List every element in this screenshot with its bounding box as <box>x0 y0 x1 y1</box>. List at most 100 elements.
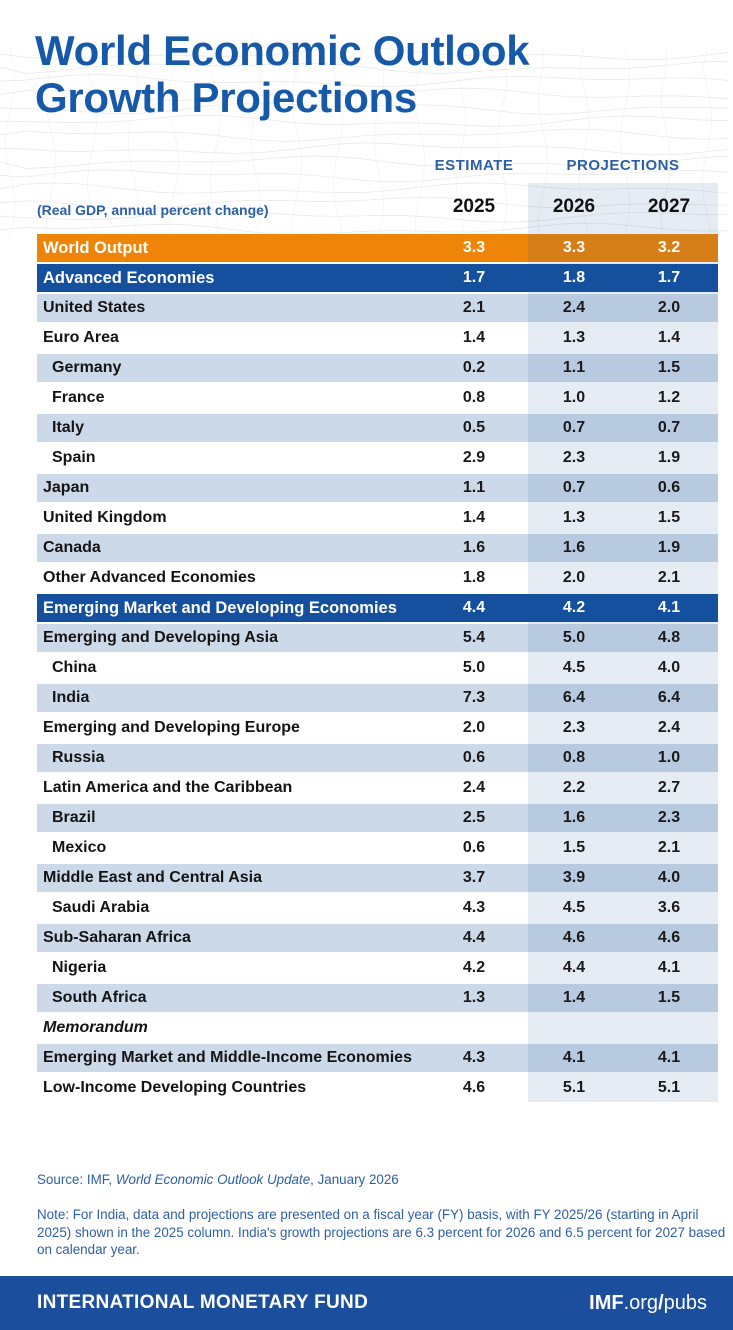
value-cell: 2.7 <box>657 779 681 796</box>
imf-website-link: IMF.org/pubs <box>589 1292 707 1315</box>
value-cell: 2.0 <box>657 299 681 316</box>
year-2025-header: 2025 <box>452 196 496 217</box>
table-row: World Output 3.3 3.3 3.2 <box>37 234 718 262</box>
row-label: Mexico <box>52 839 107 856</box>
value-cell: 3.3 <box>462 239 486 256</box>
value-cell: 1.7 <box>462 269 486 286</box>
table-row: Russia 0.6 0.8 1.0 <box>37 744 718 772</box>
value-cell: 0.6 <box>657 479 681 496</box>
site-imf: IMF <box>589 1291 624 1314</box>
table-row: Low-Income Developing Countries 4.6 5.1 5.1 <box>37 1074 718 1102</box>
value-cell: 1.8 <box>562 269 586 286</box>
row-label: Middle East and Central Asia <box>43 869 263 886</box>
projections-column-header: PROJECTIONS <box>566 157 680 174</box>
table-row: Saudi Arabia 4.3 4.5 3.6 <box>37 894 718 922</box>
value-cell: 0.7 <box>562 419 586 436</box>
value-cell: 1.1 <box>562 359 586 376</box>
row-label: France <box>52 389 105 406</box>
value-cell: 4.4 <box>462 929 486 946</box>
table-row: Latin America and the Caribbean 2.4 2.2 2.7 <box>37 774 718 802</box>
value-cell: 5.1 <box>657 1079 681 1096</box>
year-2027-header: 2027 <box>647 196 691 217</box>
value-cell: 5.0 <box>462 659 486 676</box>
value-cell: 2.9 <box>462 449 486 466</box>
row-label: Germany <box>52 359 122 376</box>
value-cell: 4.5 <box>562 659 586 676</box>
table-row: Emerging and Developing Europe 2.0 2.3 2.4 <box>37 714 718 742</box>
value-cell: 1.2 <box>657 389 681 406</box>
row-label: Emerging Market and Developing Economies <box>43 598 397 617</box>
value-cell: 1.9 <box>657 449 681 466</box>
value-cell: 3.6 <box>657 899 681 916</box>
year-2026-header: 2026 <box>552 196 596 217</box>
row-label: Low-Income Developing Countries <box>43 1079 307 1096</box>
table-row: Spain 2.9 2.3 1.9 <box>37 444 718 472</box>
value-cell: 0.7 <box>562 479 586 496</box>
table-row: South Africa 1.3 1.4 1.5 <box>37 984 718 1012</box>
row-label: Nigeria <box>52 959 107 976</box>
row-label: Italy <box>52 419 85 436</box>
value-cell: 2.4 <box>657 719 681 736</box>
value-cell: 6.4 <box>657 689 681 706</box>
value-cell: 1.5 <box>657 509 681 526</box>
table-row: Emerging and Developing Asia 5.4 5.0 4.8 <box>37 624 718 652</box>
row-label: World Output <box>43 238 149 257</box>
value-cell: 2.1 <box>462 299 486 316</box>
value-cell: 0.7 <box>657 419 681 436</box>
value-cell: 1.8 <box>462 569 486 586</box>
table-row: Sub-Saharan Africa 4.4 4.6 4.6 <box>37 924 718 952</box>
gdp-growth-table: World Output 3.3 3.3 3.2 Advanced Economies 1… <box>37 234 718 1104</box>
table-row: Japan 1.1 0.7 0.6 <box>37 474 718 502</box>
row-label: China <box>52 659 97 676</box>
row-label: Other Advanced Economies <box>43 569 256 586</box>
value-cell: 1.0 <box>562 389 586 406</box>
value-cell: 1.7 <box>657 269 681 286</box>
estimate-column-header: ESTIMATE <box>434 157 514 174</box>
value-cell: 4.6 <box>562 929 586 946</box>
row-label: Latin America and the Caribbean <box>43 779 293 796</box>
value-cell: 4.2 <box>462 959 486 976</box>
value-cell: 1.4 <box>462 329 486 346</box>
value-cell: 2.5 <box>462 809 486 826</box>
table-row: Other Advanced Economies 1.8 2.0 2.1 <box>37 564 718 592</box>
value-cell: 2.0 <box>462 719 486 736</box>
site-org: .org <box>623 1291 659 1314</box>
value-cell: 2.1 <box>657 839 681 856</box>
value-cell: 4.3 <box>462 899 486 916</box>
value-cell: 0.6 <box>462 749 486 766</box>
value-cell: 3.7 <box>462 869 486 886</box>
row-label: Saudi Arabia <box>52 899 150 916</box>
value-cell: 1.0 <box>657 749 681 766</box>
value-cell: 5.4 <box>462 629 486 646</box>
value-cell: 1.5 <box>562 839 586 856</box>
value-cell: 4.4 <box>462 599 486 616</box>
value-cell: 0.6 <box>462 839 486 856</box>
value-cell: 1.6 <box>562 809 586 826</box>
row-label: Advanced Economies <box>43 268 215 287</box>
value-cell: 1.3 <box>462 989 486 1006</box>
value-cell: 0.5 <box>462 419 486 436</box>
source-prefix: Source: IMF, <box>37 1172 116 1187</box>
value-cell: 4.8 <box>657 629 681 646</box>
row-label: Brazil <box>52 809 96 826</box>
row-label: Japan <box>43 479 90 496</box>
row-label: Russia <box>52 749 105 766</box>
value-cell: 4.1 <box>657 599 681 616</box>
value-cell: 3.2 <box>657 239 681 256</box>
value-cell: 5.0 <box>562 629 586 646</box>
row-label: United Kingdom <box>43 509 167 526</box>
row-label: India <box>52 689 90 706</box>
value-cell: 1.5 <box>657 359 681 376</box>
value-cell: 1.3 <box>562 509 586 526</box>
value-cell: 4.2 <box>562 599 586 616</box>
row-label: United States <box>43 299 146 316</box>
footer-bar: INTERNATIONAL MONETARY FUND IMF.org/pubs <box>0 1276 733 1330</box>
value-cell: 0.8 <box>562 749 586 766</box>
value-cell: 2.3 <box>657 809 681 826</box>
value-cell: 6.4 <box>562 689 586 706</box>
value-cell: 4.4 <box>562 959 586 976</box>
row-label: Emerging and Developing Asia <box>43 629 279 646</box>
row-label: Spain <box>52 449 96 466</box>
row-label: Emerging Market and Middle-Income Econom… <box>43 1049 412 1066</box>
row-label: Canada <box>43 539 101 556</box>
